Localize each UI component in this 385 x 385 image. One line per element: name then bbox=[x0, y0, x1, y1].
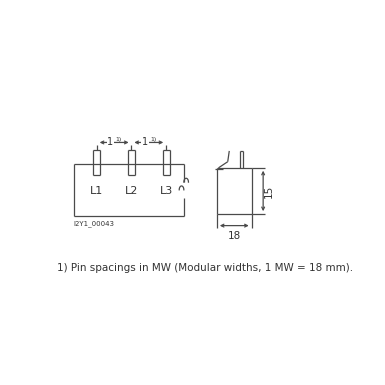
Text: 1: 1 bbox=[142, 137, 148, 147]
Text: I2Y1_00043: I2Y1_00043 bbox=[74, 220, 115, 227]
Text: L3: L3 bbox=[159, 186, 173, 196]
Text: 1): 1) bbox=[116, 137, 122, 142]
Text: 1): 1) bbox=[150, 137, 157, 142]
Text: 1) Pin spacings in MW (Modular widths, 1 MW = 18 mm).: 1) Pin spacings in MW (Modular widths, 1… bbox=[57, 263, 353, 273]
Text: 18: 18 bbox=[228, 231, 241, 241]
Text: 1: 1 bbox=[107, 137, 113, 147]
Text: 15: 15 bbox=[264, 184, 274, 198]
Text: L1: L1 bbox=[90, 186, 104, 196]
Text: L2: L2 bbox=[125, 186, 138, 196]
